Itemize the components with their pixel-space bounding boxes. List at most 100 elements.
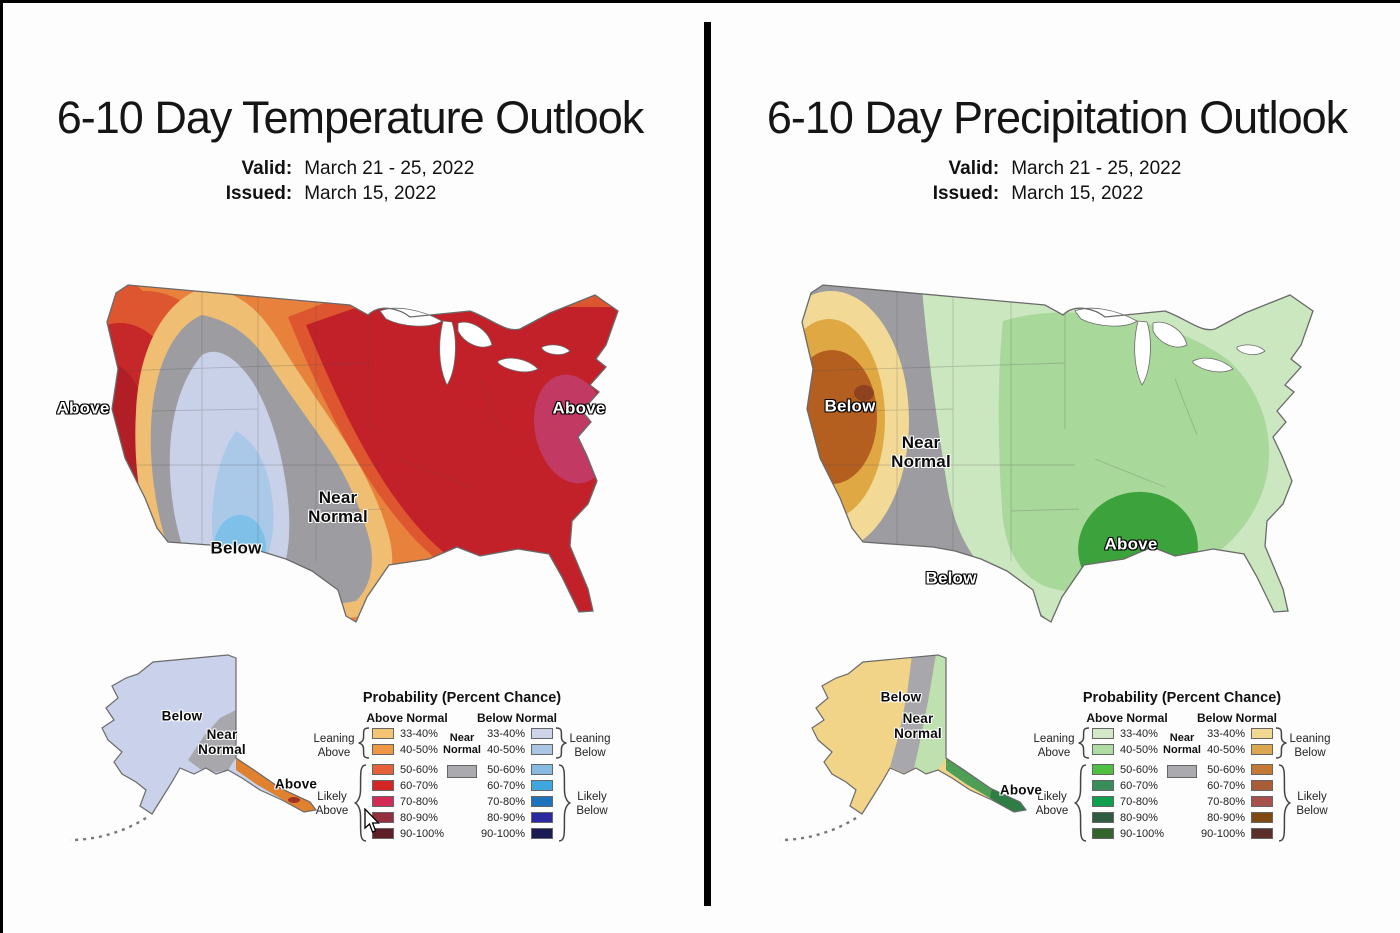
near-normal-label: Near Normal xyxy=(443,732,481,756)
issued-label: Issued: xyxy=(225,183,293,204)
legend-near-normal: Near Normal xyxy=(1158,732,1206,778)
map-label-above-east: Above xyxy=(552,398,606,418)
alaska-outline xyxy=(101,654,318,815)
conus-map-precipitation: Below Near Normal Above Below xyxy=(745,258,1365,660)
map-label-below-west: Below xyxy=(824,396,876,416)
alaska-inset-temperature: Below Near Normal Above xyxy=(58,642,342,864)
ak-label-near-normal: Near Normal xyxy=(894,710,942,741)
legend-percent-label: 90-100% xyxy=(480,827,525,840)
legend-chip xyxy=(1251,744,1273,755)
legend-chip xyxy=(531,812,553,823)
region-nw-green-patch xyxy=(821,285,869,287)
legend-percent-label: 90-100% xyxy=(1120,827,1165,840)
map-label-near-normal: Near Normal xyxy=(891,432,951,471)
legend-chip xyxy=(1251,764,1273,775)
brace-likely-above xyxy=(1074,764,1087,842)
great-lakes xyxy=(1074,307,1266,386)
leaning-above-label: Leaning Above xyxy=(313,733,355,760)
leaning-below-label: Leaning Below xyxy=(1289,733,1331,760)
alaska-svg-precipitation xyxy=(779,654,1028,842)
legend-precipitation: Probability (Percent Chance) Above Norma… xyxy=(1032,690,1332,848)
legend-chip xyxy=(1092,812,1114,823)
valid-value: March 21 - 25, 2022 xyxy=(304,158,475,179)
near-normal-chip xyxy=(1167,765,1197,778)
legend-percent-label: 50-60% xyxy=(487,763,525,776)
legend-chip xyxy=(1251,828,1273,839)
legend-chip xyxy=(1251,780,1273,791)
legend-percent-label: 50-60% xyxy=(1207,763,1245,776)
legend-above-header: Above Normal xyxy=(1086,711,1168,725)
likely-below-label: Likely Below xyxy=(576,791,608,818)
legend-above-column: 33-40% 40-50% 50-60% 60-70% 70-80% 80-90… xyxy=(1092,726,1164,842)
legend-percent-label: 33-40% xyxy=(400,727,438,740)
map-label-above-southeast: Above xyxy=(1104,534,1158,554)
page-title: 6-10 Day Precipitation Outlook xyxy=(766,92,1348,143)
legend-below-header: Below Normal xyxy=(476,711,557,725)
legend-above-column: 33-40% 40-50% 50-60% 60-70% 70-80% 80-90… xyxy=(372,726,444,842)
issued-label: Issued: xyxy=(932,183,1000,204)
mouse-cursor-icon xyxy=(364,808,381,833)
legend-chip xyxy=(1092,728,1114,739)
conus-outline xyxy=(106,284,619,623)
legend-chip xyxy=(531,744,553,755)
legend-percent-label: 40-50% xyxy=(400,743,438,756)
alaska-inset-precipitation: Below Near Normal Above xyxy=(768,642,1052,864)
precipitation-panel: 6-10 Day Precipitation Outlook Valid: Ma… xyxy=(707,0,1400,933)
brace-likely-below xyxy=(558,764,571,842)
legend-title: Probability (Percent Chance) xyxy=(1082,690,1282,706)
legend-percent-label: 70-80% xyxy=(1120,795,1158,808)
likely-above-label: Likely Above xyxy=(1035,791,1069,818)
alaska-svg-temperature xyxy=(69,654,318,842)
ak-panhandle-detail xyxy=(288,797,300,803)
legend-chip xyxy=(372,780,394,791)
conus-map-temperature: Above Near Normal Below Above xyxy=(50,258,670,660)
legend-percent-label: 70-80% xyxy=(487,795,525,808)
brace-leaning-above xyxy=(1078,727,1090,759)
conus-map-svg-precipitation xyxy=(801,284,1314,623)
legend-chip xyxy=(531,728,553,739)
state-borders xyxy=(808,289,1198,561)
valid-label: Valid: xyxy=(948,158,1000,179)
leaning-below-label: Leaning Below xyxy=(569,733,611,760)
legend-chip xyxy=(1251,812,1273,823)
ak-label-above: Above xyxy=(274,776,318,792)
panel-divider xyxy=(704,22,711,906)
map-label-above-west: Above xyxy=(56,398,110,418)
legend-above-header: Above Normal xyxy=(366,711,448,725)
legend-percent-label: 50-60% xyxy=(1120,763,1158,776)
alaska-outline xyxy=(811,654,1028,815)
legend-chip xyxy=(1092,764,1114,775)
ak-region-near-normal xyxy=(890,655,936,773)
region-below-brown-core xyxy=(854,385,874,401)
likely-above-label: Likely Above xyxy=(315,791,349,818)
legend-near-normal: Near Normal xyxy=(438,732,486,778)
legend-chip xyxy=(1251,728,1273,739)
legend-percent-label: 60-70% xyxy=(1120,779,1158,792)
legend-chip xyxy=(372,764,394,775)
legend-temperature: Probability (Percent Chance) Above Norma… xyxy=(312,690,612,848)
legend-chip xyxy=(531,796,553,807)
legend-percent-label: 70-80% xyxy=(400,795,438,808)
legend-percent-label: 90-100% xyxy=(400,827,445,840)
valid-value: March 21 - 25, 2022 xyxy=(1011,158,1182,179)
ak-panhandle-tip xyxy=(990,788,1026,812)
legend-percent-label: 80-90% xyxy=(487,811,525,824)
legend-percent-label: 60-70% xyxy=(1207,779,1245,792)
aleutian-islands xyxy=(69,816,147,842)
legend-chip xyxy=(372,828,394,839)
brace-leaning-above xyxy=(358,727,370,759)
validity-block: Valid: March 21 - 25, 2022 Issued: March… xyxy=(0,156,700,206)
ak-label-below: Below xyxy=(880,689,922,705)
brace-leaning-below xyxy=(1275,727,1287,759)
ak-label-below: Below xyxy=(161,708,203,724)
map-label-below-texas: Below xyxy=(925,568,977,588)
region-mid-green xyxy=(998,312,1270,593)
near-normal-label: Near Normal xyxy=(1163,732,1201,756)
legend-chip xyxy=(1092,780,1114,791)
legend-percent-label: 70-80% xyxy=(1207,795,1245,808)
brace-leaning-below xyxy=(555,727,567,759)
temperature-panel: 6-10 Day Temperature Outlook Valid: Marc… xyxy=(0,92,700,864)
page-title: 6-10 Day Temperature Outlook xyxy=(56,92,645,143)
legend-percent-label: 40-50% xyxy=(1207,743,1245,756)
